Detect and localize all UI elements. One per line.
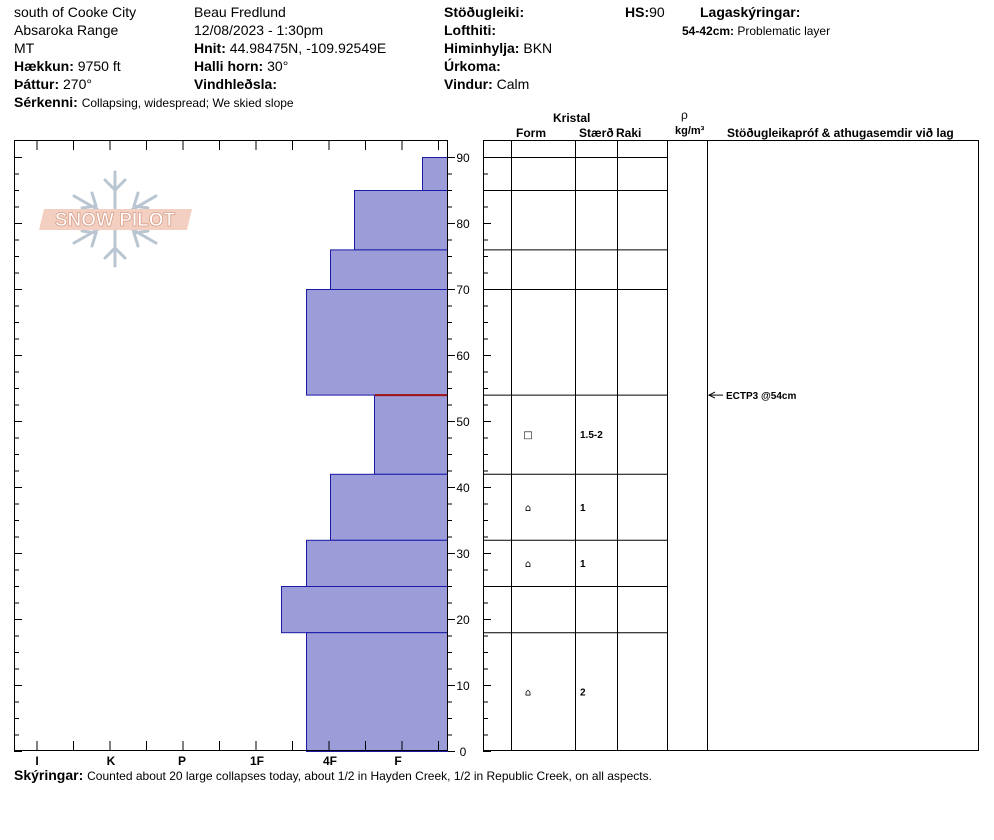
state: MT xyxy=(14,40,35,56)
hardness-bar xyxy=(281,586,448,634)
snowpilot-logo-band: SNOW PILOT xyxy=(39,209,192,231)
hardness-tick-label: 1F xyxy=(250,754,264,768)
hardness-bar xyxy=(422,157,448,191)
problem-layer-range: 54-42cm: xyxy=(682,24,735,38)
depth-ticks: 0 10 20 30 40 50 60 70 80 90 xyxy=(14,151,491,759)
sky-value: BKN xyxy=(523,40,553,56)
wind-loading-label: Vindhleðsla: xyxy=(194,76,277,92)
header-moisture: Raki xyxy=(616,126,642,140)
problem-layer-text: Problematic layer xyxy=(737,24,831,38)
hardness-tick-label: K xyxy=(107,754,116,768)
depth-tick-label: 40 xyxy=(456,481,470,495)
hardness-tick-label: I xyxy=(35,754,38,768)
hardness-bar xyxy=(330,249,448,290)
hardness-bars xyxy=(281,157,448,753)
aspect-row: Þáttur: 270° xyxy=(14,76,92,92)
coords-label: Hnit: xyxy=(194,40,226,56)
hs-row: HS:90 xyxy=(625,4,665,20)
grain-size-value: 1 xyxy=(580,559,586,570)
header-form: Form xyxy=(516,126,546,140)
snowpilot-logo-text: SNOW PILOT xyxy=(55,210,176,231)
features-value: Collapsing, widespread; We skied slope xyxy=(81,96,294,110)
hs-label: HS: xyxy=(625,4,650,20)
sky-label: Himinhylja: xyxy=(444,40,520,56)
slope-row: Halli horn: 30° xyxy=(194,58,288,74)
sky-row: Himinhylja: BKN xyxy=(444,40,552,56)
grain-rows: □ 1.5-2 ⌂ 1 ⌂ 1 ⌂ 2 xyxy=(523,430,603,698)
hardness-bar xyxy=(306,289,448,396)
hardness-bar xyxy=(330,473,448,541)
mountain-range: Absaroka Range xyxy=(14,22,119,38)
coords-value: 44.98475N, -109.92549E xyxy=(229,40,387,56)
notes-label: Skýringar: xyxy=(14,767,84,783)
elevation-value: 9750 ft xyxy=(77,58,121,74)
hardness-bar xyxy=(306,539,448,587)
profile-frame xyxy=(14,140,448,751)
hardness-tick-label: P xyxy=(178,754,186,768)
problem-layer-note: 54-42cm: Problematic layer xyxy=(682,23,830,39)
grain-form-symbol: □ xyxy=(523,430,532,441)
stability-test-label: ECTP3 @54cm xyxy=(726,391,796,402)
features-row: Sérkenni: Collapsing, widespread; We ski… xyxy=(14,94,294,111)
grain-size-value: 1 xyxy=(580,503,586,514)
depth-tick-label: 30 xyxy=(456,547,470,561)
stability-test-marker: ECTP3 @54cm xyxy=(707,391,796,402)
air-temp-label: Lofthiti: xyxy=(444,22,497,38)
observer: Beau Fredlund xyxy=(194,4,286,20)
stability-label: Stöðugleiki: xyxy=(444,4,525,20)
aspect-value: 270° xyxy=(63,76,92,92)
hs-value: 90 xyxy=(649,4,665,20)
hardness-bar xyxy=(374,394,448,475)
datetime: 12/08/2023 - 1:30pm xyxy=(194,22,324,38)
table-frame xyxy=(483,140,979,751)
header-size: Stærð xyxy=(579,126,614,140)
header-kristal: Kristal xyxy=(553,111,591,125)
hardness-tick-label: 4F xyxy=(323,754,337,768)
grain-size-value: 1.5-2 xyxy=(580,430,603,441)
wind-value: Calm xyxy=(496,76,530,92)
header-rho: ρ xyxy=(681,108,688,122)
slope-label: Halli horn: xyxy=(194,58,264,74)
grain-form-symbol: ⌂ xyxy=(525,503,531,514)
hardness-bar xyxy=(306,632,448,753)
notes-row: Skýringar: Counted about 20 large collap… xyxy=(14,767,652,784)
hardness-ticks: I K P 1F 4F F xyxy=(35,141,439,768)
location: south of Cooke City xyxy=(14,4,137,20)
depth-tick-label: 50 xyxy=(456,415,470,429)
depth-tick-label: 60 xyxy=(456,349,470,363)
depth-tick-label: 70 xyxy=(456,283,470,297)
header-density-unit: kg/m³ xyxy=(675,125,705,137)
elevation-label: Hækkun: xyxy=(14,58,74,74)
hardness-tick-label: F xyxy=(394,754,401,768)
depth-tick-label: 0 xyxy=(460,745,467,759)
precip-label: Úrkoma: xyxy=(444,58,501,74)
layer-table xyxy=(483,140,979,751)
layer-notes-label: Lagaskýringar: xyxy=(700,4,801,20)
depth-tick-label: 90 xyxy=(456,151,470,165)
grain-size-value: 2 xyxy=(580,688,586,699)
slope-value: 30° xyxy=(267,58,289,74)
features-label: Sérkenni: xyxy=(14,94,78,110)
grain-form-symbol: ⌂ xyxy=(525,559,531,570)
hardness-bar xyxy=(354,190,448,251)
depth-tick-label: 80 xyxy=(456,217,470,231)
depth-tick-label: 20 xyxy=(456,613,470,627)
grain-form-symbol: ⌂ xyxy=(525,688,531,699)
coords-row: Hnit: 44.98475N, -109.92549E xyxy=(194,40,386,56)
wind-label: Vindur: xyxy=(444,76,493,92)
test-arrow-head xyxy=(707,391,716,399)
depth-tick-label: 10 xyxy=(456,679,470,693)
header-tests: Stöðugleikapróf & athugasemdir við lag xyxy=(727,126,954,140)
aspect-label: Þáttur: xyxy=(14,76,60,92)
notes-text: Counted about 20 large collapses today, … xyxy=(87,769,652,783)
elevation-row: Hækkun: 9750 ft xyxy=(14,58,121,74)
wind-row: Vindur: Calm xyxy=(444,76,529,92)
